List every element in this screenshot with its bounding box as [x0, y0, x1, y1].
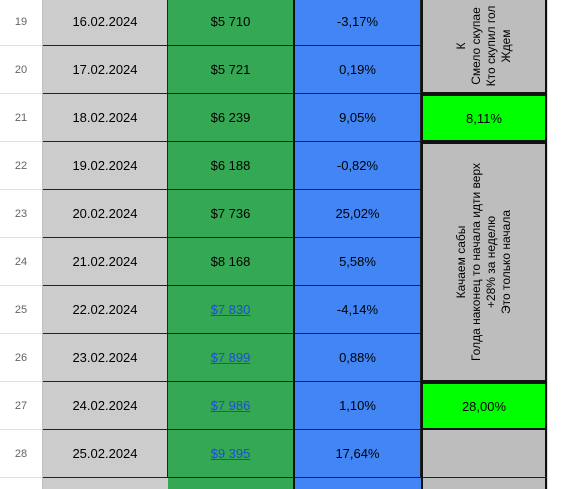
note-line: Смело скупае — [469, 7, 483, 85]
row-number[interactable]: 19 — [0, 0, 42, 46]
note-cell-empty[interactable] — [421, 430, 547, 478]
price-link[interactable]: $7 830 — [210, 302, 251, 317]
percent-change-cell[interactable]: 17,64% — [295, 430, 421, 478]
price-link[interactable]: $9 395 — [210, 446, 251, 461]
row-number[interactable]: 23 — [0, 190, 42, 238]
date-cell[interactable]: 22.02.2024 — [43, 286, 168, 334]
price-cell[interactable]: $6 188 — [168, 142, 295, 190]
percent-change-cell[interactable]: 0,88% — [295, 334, 421, 382]
row-number[interactable]: 28 — [0, 430, 42, 478]
percent-change-cell[interactable]: 1,10% — [295, 382, 421, 430]
price-cell[interactable]: $7 986 — [168, 382, 295, 430]
percent-change-cell[interactable]: -4,14% — [295, 286, 421, 334]
price-cell[interactable]: $9 395 — [168, 430, 295, 478]
week-total-value: 28,00% — [461, 398, 507, 414]
date-cell[interactable]: 19.02.2024 — [43, 142, 168, 190]
row-header-separator — [42, 0, 43, 489]
price-cell[interactable]: $5 710 — [168, 0, 295, 46]
row-number[interactable]: 27 — [0, 382, 42, 430]
date-cell[interactable]: 24.02.2024 — [43, 382, 168, 430]
percent-change-cell[interactable]: 0,19% — [295, 46, 421, 94]
note-line: Качаем сабы — [454, 225, 468, 299]
row-number[interactable]: 25 — [0, 286, 42, 334]
price-cell[interactable]: $7 736 — [168, 190, 295, 238]
price-value: $5 710 — [210, 14, 251, 29]
partial-pct-cell[interactable] — [295, 478, 421, 489]
row-number[interactable]: 24 — [0, 238, 42, 286]
row-number[interactable]: 22 — [0, 142, 42, 190]
percent-change-cell[interactable]: 25,02% — [295, 190, 421, 238]
note-line: Ждем — [499, 29, 513, 63]
price-value: $7 736 — [210, 206, 251, 221]
note-text-top: К Смело скупае Кто скупил гол Ждем — [454, 6, 514, 87]
price-link[interactable]: $7 986 — [210, 398, 251, 413]
note-cell-middle[interactable]: Качаем сабы Голда наконец то начала идти… — [421, 142, 547, 382]
price-value: $6 239 — [210, 110, 251, 125]
week-total-cell-1[interactable]: 8,11% — [421, 94, 547, 142]
date-cell[interactable]: 23.02.2024 — [43, 334, 168, 382]
price-cell[interactable]: $6 239 — [168, 94, 295, 142]
note-line: +28% за неделю — [484, 215, 498, 309]
date-cell[interactable]: 18.02.2024 — [43, 94, 168, 142]
date-cell[interactable]: 20.02.2024 — [43, 190, 168, 238]
price-value: $8 168 — [210, 254, 251, 269]
row-number[interactable]: 20 — [0, 46, 42, 94]
price-cell[interactable]: $7 830 — [168, 286, 295, 334]
row-number[interactable]: 21 — [0, 94, 42, 142]
partial-date-cell[interactable] — [43, 478, 168, 489]
week-total-cell-2[interactable]: 28,00% — [421, 382, 547, 430]
date-cell[interactable]: 17.02.2024 — [43, 46, 168, 94]
partial-price-cell[interactable] — [168, 478, 295, 489]
price-link[interactable]: $7 899 — [210, 350, 251, 365]
note-line: К — [454, 42, 468, 50]
price-cell[interactable]: $5 721 — [168, 46, 295, 94]
partial-note-cell[interactable] — [421, 478, 547, 489]
price-value: $6 188 — [210, 158, 251, 173]
row-number[interactable]: 26 — [0, 334, 42, 382]
percent-change-cell[interactable]: -0,82% — [295, 142, 421, 190]
date-cell[interactable]: 21.02.2024 — [43, 238, 168, 286]
note-text-middle: Качаем сабы Голда наконец то начала идти… — [454, 163, 514, 361]
percent-change-cell[interactable]: 9,05% — [295, 94, 421, 142]
note-line: Это только начала — [499, 209, 513, 315]
price-value: $5 721 — [210, 62, 251, 77]
note-line: Голда наконец то начала идти верх — [469, 162, 483, 362]
column-divider — [547, 0, 548, 489]
price-cell[interactable]: $8 168 — [168, 238, 295, 286]
date-cell[interactable]: 25.02.2024 — [43, 430, 168, 478]
percent-change-cell[interactable]: -3,17% — [295, 0, 421, 46]
week-total-value: 8,11% — [466, 110, 502, 126]
percent-change-cell[interactable]: 5,58% — [295, 238, 421, 286]
note-line: Кто скупил гол — [484, 5, 498, 87]
note-cell-top[interactable]: К Смело скупае Кто скупил гол Ждем — [421, 0, 547, 94]
date-cell[interactable]: 16.02.2024 — [43, 0, 168, 46]
price-cell[interactable]: $7 899 — [168, 334, 295, 382]
